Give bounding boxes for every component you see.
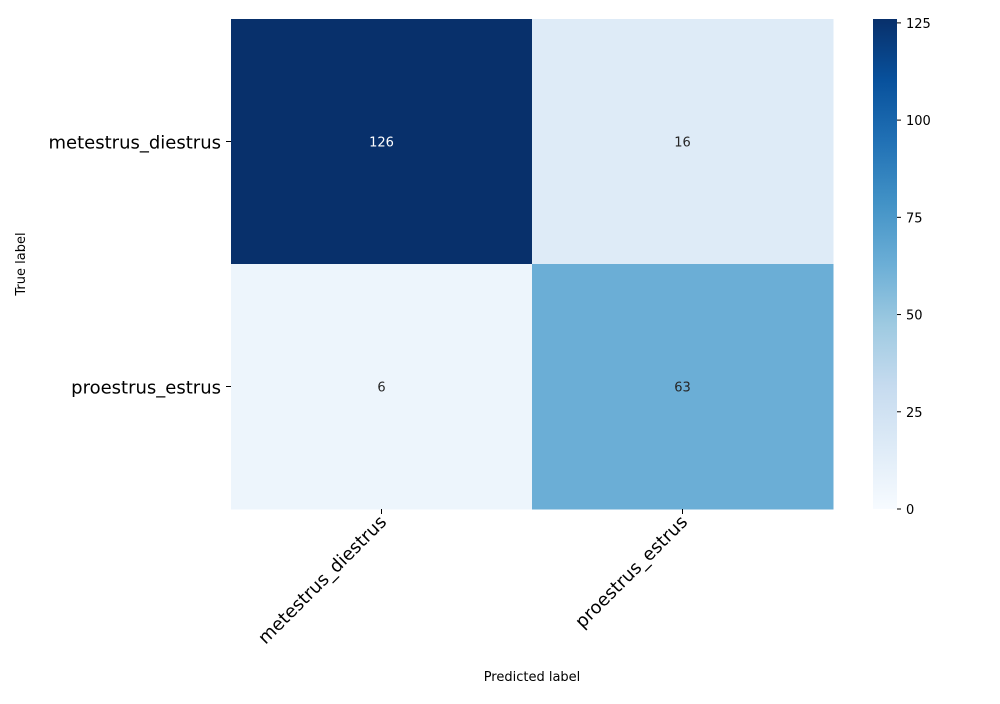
x-tick-label: metestrus_diestrus: [254, 512, 391, 649]
colorbar: 0 25 50 75 100 125: [873, 17, 931, 518]
heatmap-cell: [231, 19, 533, 265]
x-axis-label: Predicted label: [484, 670, 581, 685]
colorbar-tick-label: 0: [906, 503, 914, 518]
heatmap-cells: [231, 19, 834, 510]
heatmap-cell: [532, 19, 834, 265]
colorbar-tick-label: 75: [906, 211, 923, 226]
x-tick-label: proestrus_estrus: [571, 512, 692, 633]
cell-value-label: 63: [674, 381, 691, 396]
colorbar-tick-label: 25: [906, 406, 923, 421]
colorbar-tick-label: 50: [906, 309, 923, 324]
y-axis-label: True label: [14, 232, 29, 296]
colorbar-tick-label: 100: [906, 114, 931, 129]
cell-value-label: 16: [674, 136, 691, 151]
y-tick-label: proestrus_estrus: [71, 378, 221, 399]
cell-annotations: 126 16 6 63: [369, 136, 691, 396]
cell-value-label: 6: [377, 381, 385, 396]
cell-value-label: 126: [369, 136, 394, 151]
heatmap-cell: [231, 264, 533, 510]
y-axis: metestrus_diestrus proestrus_estrus: [49, 133, 231, 399]
colorbar-tick-label: 125: [906, 17, 931, 32]
x-axis: metestrus_diestrus proestrus_estrus: [254, 509, 692, 649]
heatmap-cell: [532, 264, 834, 510]
y-tick-label: metestrus_diestrus: [49, 133, 222, 154]
colorbar-gradient: [873, 19, 897, 509]
